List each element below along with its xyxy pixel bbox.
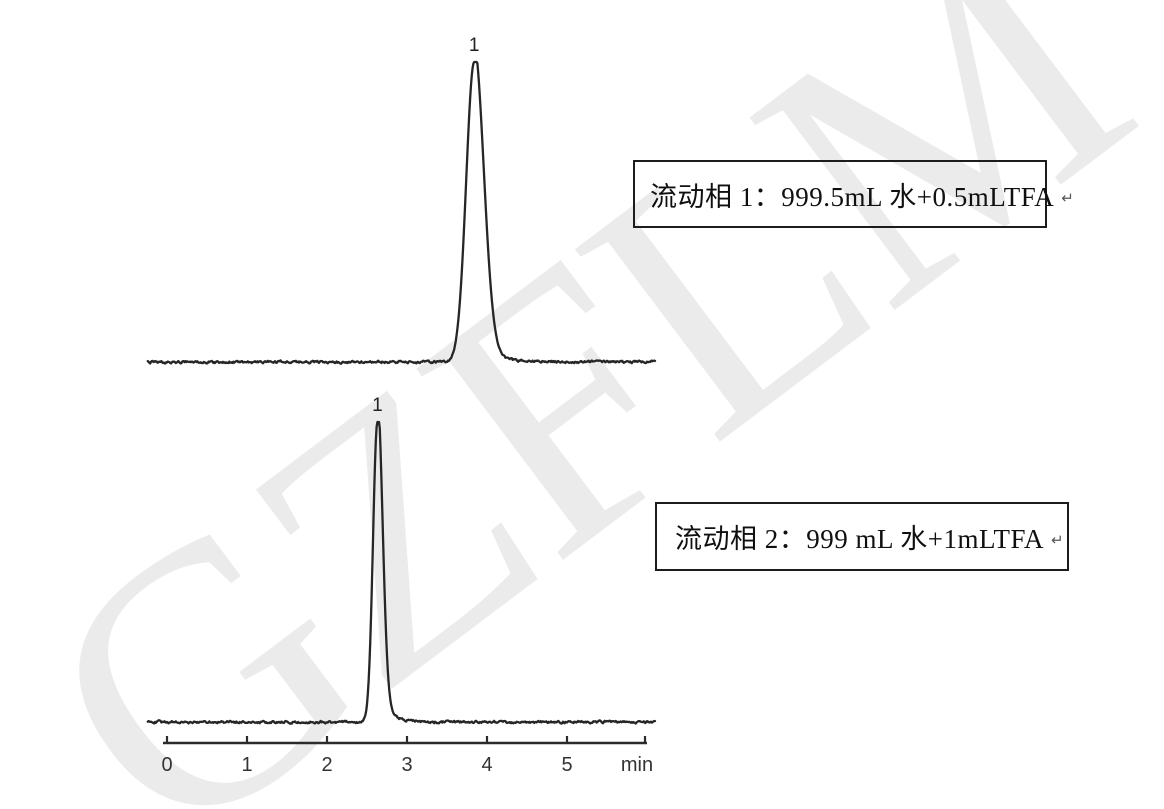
mobile-phase-2-label-box: 流动相 2：999 mL 水+1mLTFA ↵ — [655, 502, 1069, 571]
chromatogram-mobile-phase-1-trace — [146, 60, 657, 365]
return-mark-icon: ↵ — [1051, 533, 1064, 549]
x-axis-tick-label: 0 — [161, 754, 172, 776]
peak-label: 1 — [469, 35, 480, 56]
peak-label: 1 — [372, 395, 383, 416]
x-axis-tick-label: 1 — [241, 754, 252, 776]
x-axis-unit-label: min — [621, 754, 653, 776]
x-axis-tick-label: 5 — [561, 754, 572, 776]
mobile-phase-1-label: 流动相 1：999.5mL 水+0.5mLTFA — [650, 181, 1055, 212]
x-axis-tick-label: 3 — [401, 754, 412, 776]
return-mark-icon: ↵ — [1061, 190, 1074, 207]
chromatogram-mobile-phase-2-trace — [146, 420, 657, 725]
mobile-phase-1-label-box: 流动相 1：999.5mL 水+0.5mLTFA ↵ — [633, 160, 1074, 228]
mobile-phase-2-label: 流动相 2：999 mL 水+1mLTFA — [675, 524, 1044, 554]
x-axis-tick-label: 2 — [321, 754, 332, 776]
x-axis-tick-label: 4 — [481, 754, 492, 776]
